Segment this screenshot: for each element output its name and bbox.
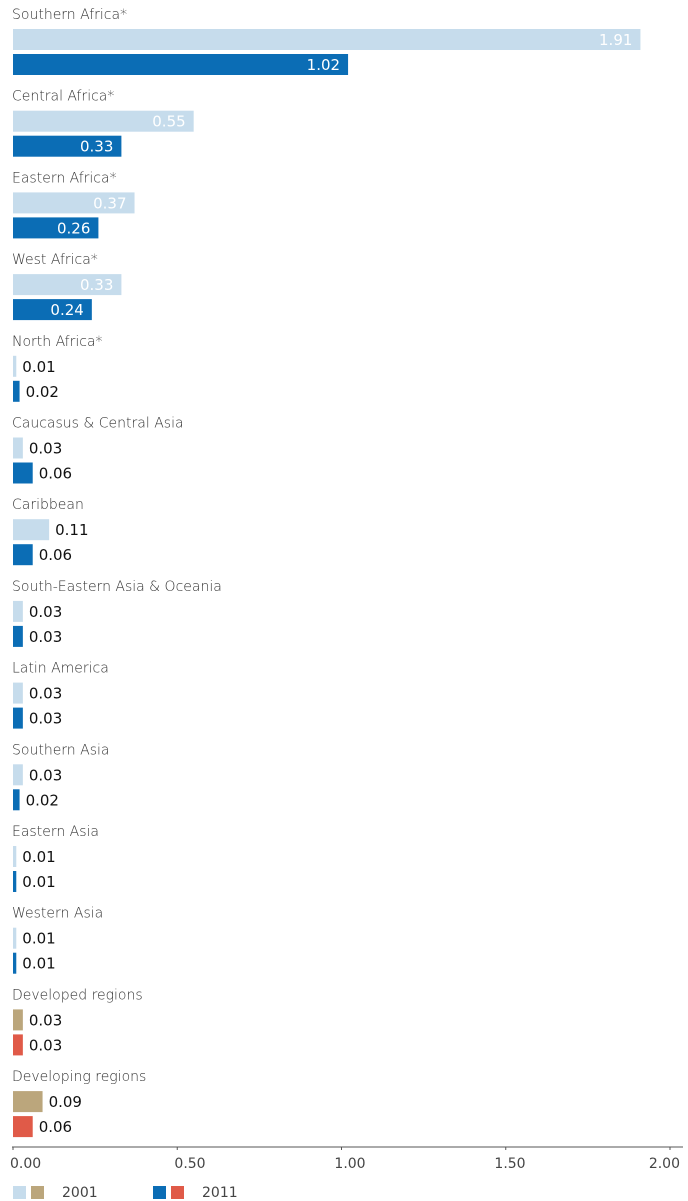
bar bbox=[13, 217, 99, 239]
category-label: Eastern Africa* bbox=[12, 170, 117, 186]
value-label: 0.37 bbox=[93, 194, 126, 212]
bar bbox=[13, 871, 17, 892]
value-label: 0.01 bbox=[22, 873, 55, 891]
bar bbox=[13, 1009, 23, 1031]
category-label: Developed regions bbox=[12, 987, 143, 1003]
bar bbox=[13, 1116, 33, 1138]
bar bbox=[13, 846, 17, 867]
bar bbox=[13, 519, 50, 541]
category-label: Central Africa* bbox=[12, 89, 114, 105]
value-label: 0.26 bbox=[57, 219, 90, 237]
bar bbox=[13, 29, 641, 50]
legend-label: 2001 bbox=[62, 1185, 98, 1201]
value-label: 0.33 bbox=[80, 276, 113, 294]
bar bbox=[13, 355, 17, 377]
bar bbox=[13, 54, 349, 75]
value-label: 0.03 bbox=[29, 628, 62, 646]
bar bbox=[13, 192, 135, 214]
bar bbox=[13, 1034, 23, 1056]
value-label: 0.24 bbox=[50, 301, 83, 319]
value-label: 0.03 bbox=[29, 685, 62, 703]
bar bbox=[13, 600, 23, 622]
bar bbox=[13, 682, 23, 704]
value-label: 0.01 bbox=[22, 848, 55, 866]
value-label: 0.06 bbox=[39, 465, 72, 483]
bar bbox=[13, 927, 17, 949]
category-label: Southern Africa* bbox=[12, 7, 127, 23]
value-label: 0.01 bbox=[22, 955, 55, 973]
bar bbox=[13, 462, 33, 484]
x-tick-label: 0.00 bbox=[10, 1156, 41, 1172]
bar bbox=[13, 299, 92, 321]
category-label: North Africa* bbox=[12, 334, 103, 350]
value-label: 0.03 bbox=[29, 710, 62, 728]
value-label: 0.11 bbox=[55, 521, 88, 539]
value-label: 0.01 bbox=[22, 930, 55, 948]
x-tick-label: 1.50 bbox=[494, 1156, 525, 1172]
value-label: 0.06 bbox=[39, 1118, 72, 1136]
x-tick-label: 2.00 bbox=[649, 1156, 680, 1172]
bar bbox=[13, 625, 23, 647]
category-label: Western Asia bbox=[12, 906, 103, 922]
value-label: 0.02 bbox=[26, 791, 59, 809]
category-label: South-Eastern Asia & Oceania bbox=[12, 579, 222, 595]
bar bbox=[13, 1091, 43, 1113]
legend-swatch bbox=[31, 1186, 44, 1199]
bar bbox=[13, 952, 17, 974]
category-label: Developing regions bbox=[12, 1069, 146, 1085]
bar bbox=[13, 789, 20, 811]
bar bbox=[13, 135, 122, 157]
value-label: 0.03 bbox=[29, 1036, 62, 1054]
value-label: 0.33 bbox=[80, 138, 113, 156]
category-label: West Africa* bbox=[12, 252, 98, 268]
bar bbox=[13, 437, 23, 459]
bar bbox=[13, 380, 20, 402]
category-label: Southern Asia bbox=[12, 742, 109, 758]
x-tick-label: 1.00 bbox=[334, 1156, 365, 1172]
category-label: Latin America bbox=[12, 661, 109, 677]
bar bbox=[13, 544, 33, 566]
value-label: 0.01 bbox=[22, 358, 55, 376]
bar bbox=[13, 707, 23, 729]
value-label: 1.91 bbox=[599, 31, 632, 49]
value-label: 0.03 bbox=[29, 766, 62, 784]
legend-swatch bbox=[153, 1186, 166, 1199]
x-tick-label: 0.50 bbox=[174, 1156, 205, 1172]
bar bbox=[13, 764, 23, 786]
legend-swatch bbox=[171, 1186, 184, 1199]
category-label: Eastern Asia bbox=[12, 824, 99, 840]
value-label: 0.09 bbox=[49, 1093, 82, 1111]
category-label: Caucasus & Central Asia bbox=[12, 416, 184, 432]
legend-swatch bbox=[13, 1186, 26, 1199]
value-label: 0.03 bbox=[29, 440, 62, 458]
value-label: 0.03 bbox=[29, 1011, 62, 1029]
value-label: 1.02 bbox=[307, 56, 340, 74]
legend-label: 2011 bbox=[202, 1185, 238, 1201]
bar bbox=[13, 110, 194, 132]
bar bbox=[13, 274, 122, 296]
value-label: 0.06 bbox=[39, 546, 72, 564]
category-label: Caribbean bbox=[12, 497, 84, 513]
value-label: 0.03 bbox=[29, 603, 62, 621]
value-label: 0.02 bbox=[26, 383, 59, 401]
value-label: 0.55 bbox=[152, 113, 185, 131]
